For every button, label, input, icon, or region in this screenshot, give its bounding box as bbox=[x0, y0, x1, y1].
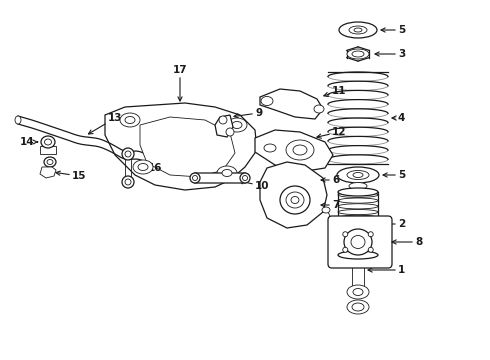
Ellipse shape bbox=[226, 128, 234, 136]
Text: 2: 2 bbox=[382, 219, 405, 229]
Ellipse shape bbox=[45, 139, 51, 145]
Text: 10: 10 bbox=[239, 180, 270, 191]
Ellipse shape bbox=[338, 244, 378, 249]
Text: 5: 5 bbox=[381, 25, 405, 35]
Ellipse shape bbox=[368, 247, 373, 252]
Text: 15: 15 bbox=[56, 171, 87, 181]
Ellipse shape bbox=[227, 118, 247, 132]
Ellipse shape bbox=[314, 105, 324, 113]
Ellipse shape bbox=[193, 176, 197, 180]
Polygon shape bbox=[215, 115, 233, 137]
Ellipse shape bbox=[354, 28, 362, 32]
Ellipse shape bbox=[41, 136, 55, 148]
Text: 4: 4 bbox=[392, 113, 405, 123]
Ellipse shape bbox=[344, 229, 372, 255]
Ellipse shape bbox=[349, 26, 367, 34]
Ellipse shape bbox=[338, 188, 378, 196]
Ellipse shape bbox=[338, 251, 378, 259]
Ellipse shape bbox=[280, 186, 310, 214]
Ellipse shape bbox=[120, 113, 140, 127]
Ellipse shape bbox=[338, 238, 378, 243]
Ellipse shape bbox=[352, 251, 364, 256]
Text: 11: 11 bbox=[324, 86, 346, 96]
Ellipse shape bbox=[122, 148, 134, 160]
Ellipse shape bbox=[347, 300, 369, 314]
Ellipse shape bbox=[261, 96, 273, 105]
Ellipse shape bbox=[15, 116, 21, 124]
Ellipse shape bbox=[264, 144, 276, 152]
Ellipse shape bbox=[222, 170, 232, 176]
Ellipse shape bbox=[338, 221, 378, 226]
Text: 16: 16 bbox=[138, 163, 163, 173]
Text: 5: 5 bbox=[383, 170, 405, 180]
Ellipse shape bbox=[125, 179, 131, 185]
Text: 17: 17 bbox=[172, 65, 187, 101]
Polygon shape bbox=[255, 130, 333, 172]
Ellipse shape bbox=[352, 51, 364, 57]
Text: 8: 8 bbox=[392, 237, 422, 247]
Text: 6: 6 bbox=[321, 175, 339, 185]
Ellipse shape bbox=[138, 163, 148, 171]
Ellipse shape bbox=[190, 173, 200, 183]
Ellipse shape bbox=[338, 249, 378, 255]
Ellipse shape bbox=[347, 285, 369, 299]
Ellipse shape bbox=[352, 303, 364, 311]
Text: 14: 14 bbox=[20, 137, 38, 147]
Ellipse shape bbox=[322, 207, 330, 213]
Ellipse shape bbox=[133, 160, 153, 174]
FancyBboxPatch shape bbox=[194, 173, 246, 183]
Text: 3: 3 bbox=[375, 49, 405, 59]
Polygon shape bbox=[40, 167, 56, 178]
Ellipse shape bbox=[44, 157, 56, 167]
Polygon shape bbox=[105, 103, 257, 190]
Text: 12: 12 bbox=[317, 127, 346, 138]
Ellipse shape bbox=[243, 176, 247, 180]
Ellipse shape bbox=[338, 198, 378, 203]
Ellipse shape bbox=[338, 227, 378, 232]
Ellipse shape bbox=[291, 197, 299, 203]
Text: 7: 7 bbox=[321, 200, 340, 210]
FancyBboxPatch shape bbox=[328, 216, 392, 268]
Polygon shape bbox=[140, 117, 235, 177]
Ellipse shape bbox=[368, 232, 373, 237]
Ellipse shape bbox=[337, 167, 379, 183]
Bar bbox=[40, 146, 56, 154]
Ellipse shape bbox=[47, 159, 53, 165]
Ellipse shape bbox=[351, 235, 365, 248]
Ellipse shape bbox=[349, 183, 367, 189]
Ellipse shape bbox=[232, 122, 242, 129]
Ellipse shape bbox=[219, 116, 227, 124]
Text: 1: 1 bbox=[368, 265, 405, 275]
Ellipse shape bbox=[217, 166, 237, 180]
Text: 9: 9 bbox=[234, 108, 262, 118]
Ellipse shape bbox=[286, 140, 314, 160]
Ellipse shape bbox=[125, 151, 131, 157]
Polygon shape bbox=[260, 89, 323, 119]
Ellipse shape bbox=[338, 232, 378, 238]
Ellipse shape bbox=[125, 117, 135, 123]
Ellipse shape bbox=[338, 204, 378, 209]
Ellipse shape bbox=[122, 176, 134, 188]
Ellipse shape bbox=[339, 22, 377, 38]
Ellipse shape bbox=[338, 215, 378, 220]
Ellipse shape bbox=[338, 210, 378, 215]
Ellipse shape bbox=[343, 247, 348, 252]
Ellipse shape bbox=[353, 172, 363, 177]
Ellipse shape bbox=[347, 171, 369, 180]
Polygon shape bbox=[260, 162, 327, 228]
Text: 13: 13 bbox=[89, 113, 122, 134]
Ellipse shape bbox=[338, 192, 378, 197]
Ellipse shape bbox=[293, 145, 307, 155]
Ellipse shape bbox=[347, 49, 369, 59]
Ellipse shape bbox=[353, 288, 363, 296]
Ellipse shape bbox=[343, 232, 348, 237]
Ellipse shape bbox=[240, 173, 250, 183]
Ellipse shape bbox=[286, 192, 304, 208]
